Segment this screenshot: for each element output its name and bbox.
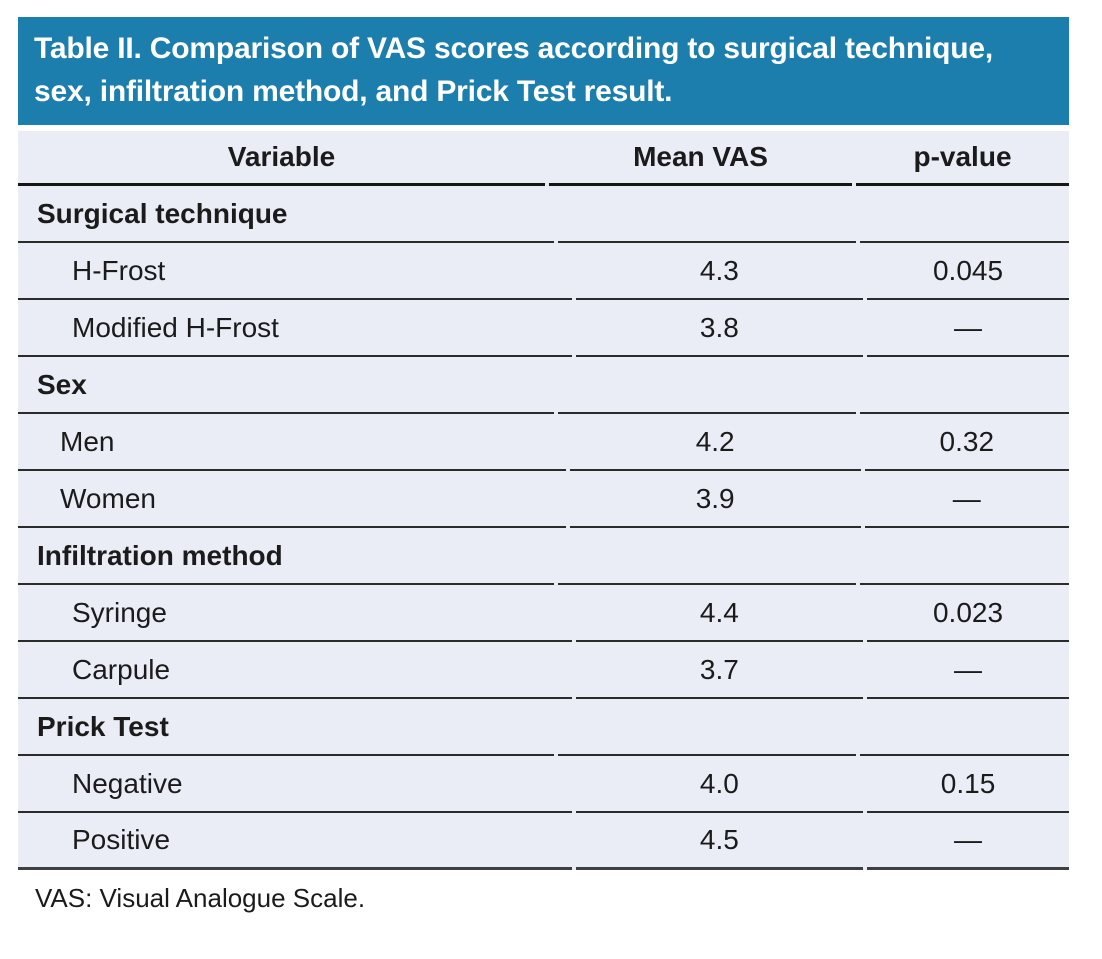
table-row-carpule: Carpule 3.7 — [18, 642, 1069, 700]
table-row-negative: Negative 4.0 0.15 [18, 756, 1069, 814]
empty-cell [859, 186, 1070, 244]
title-body-divider [18, 125, 1069, 132]
table-footnote: VAS: Visual Analogue Scale. [35, 883, 366, 914]
empty-cell [558, 186, 856, 244]
empty-cell [558, 357, 856, 415]
p-value: — [867, 813, 1069, 871]
section-label: Prick Test [18, 699, 555, 757]
p-value: 0.15 [867, 756, 1069, 814]
column-header-variable: Variable [18, 131, 545, 187]
p-value: 0.045 [867, 243, 1069, 301]
section-label: Infiltration method [18, 528, 555, 586]
empty-cell [558, 528, 856, 586]
mean-vas-value: 4.0 [575, 756, 864, 814]
table-title: Table II. Comparison of VAS scores accor… [34, 32, 994, 108]
section-row-sex: Sex [18, 357, 1070, 415]
empty-cell [859, 699, 1070, 757]
table-row-h-frost: H-Frost 4.3 0.045 [18, 243, 1069, 301]
mean-vas-value: 4.4 [575, 585, 864, 643]
p-value: 0.023 [867, 585, 1069, 643]
mean-vas-value: 4.3 [575, 243, 864, 301]
mean-vas-value: 3.7 [575, 642, 864, 700]
p-value: — [864, 471, 1069, 529]
column-header-mean-vas: Mean VAS [549, 131, 852, 187]
mean-vas-value: 3.8 [575, 300, 864, 358]
table-row-men: Men 4.2 0.32 [18, 414, 1069, 472]
table-title-band: Table II. Comparison of VAS scores accor… [18, 17, 1069, 126]
p-value: — [867, 642, 1069, 700]
section-row-infiltration-method: Infiltration method [18, 528, 1070, 586]
row-label: H-Frost [18, 243, 572, 301]
empty-cell [859, 528, 1070, 586]
mean-vas-value: 4.5 [575, 813, 864, 871]
row-label: Negative [18, 756, 572, 814]
section-label: Sex [18, 357, 555, 415]
data-table: Variable Mean VAS p-value Surgical techn… [18, 131, 1070, 871]
empty-cell [558, 699, 856, 757]
row-label: Modified H-Frost [18, 300, 572, 358]
empty-cell [859, 357, 1070, 415]
table-row-women: Women 3.9 — [18, 471, 1069, 529]
table-row-syringe: Syringe 4.4 0.023 [18, 585, 1069, 643]
section-row-prick-test: Prick Test [18, 699, 1070, 757]
mean-vas-value: 3.9 [569, 471, 861, 529]
p-value: 0.32 [864, 414, 1069, 472]
row-label: Carpule [18, 642, 572, 700]
row-label: Men [18, 414, 566, 472]
section-label: Surgical technique [18, 186, 555, 244]
table-row-modified-h-frost: Modified H-Frost 3.8 — [18, 300, 1069, 358]
table-row-positive: Positive 4.5 — [18, 813, 1069, 871]
table-header-row: Variable Mean VAS p-value [18, 131, 1069, 187]
row-label: Syringe [18, 585, 572, 643]
row-label: Positive [18, 813, 572, 871]
row-label: Women [18, 471, 566, 529]
mean-vas-value: 4.2 [569, 414, 861, 472]
column-header-p-value: p-value [856, 131, 1069, 187]
section-row-surgical-technique: Surgical technique [18, 186, 1070, 244]
table-figure: Table II. Comparison of VAS scores accor… [18, 17, 1070, 914]
p-value: — [867, 300, 1069, 358]
